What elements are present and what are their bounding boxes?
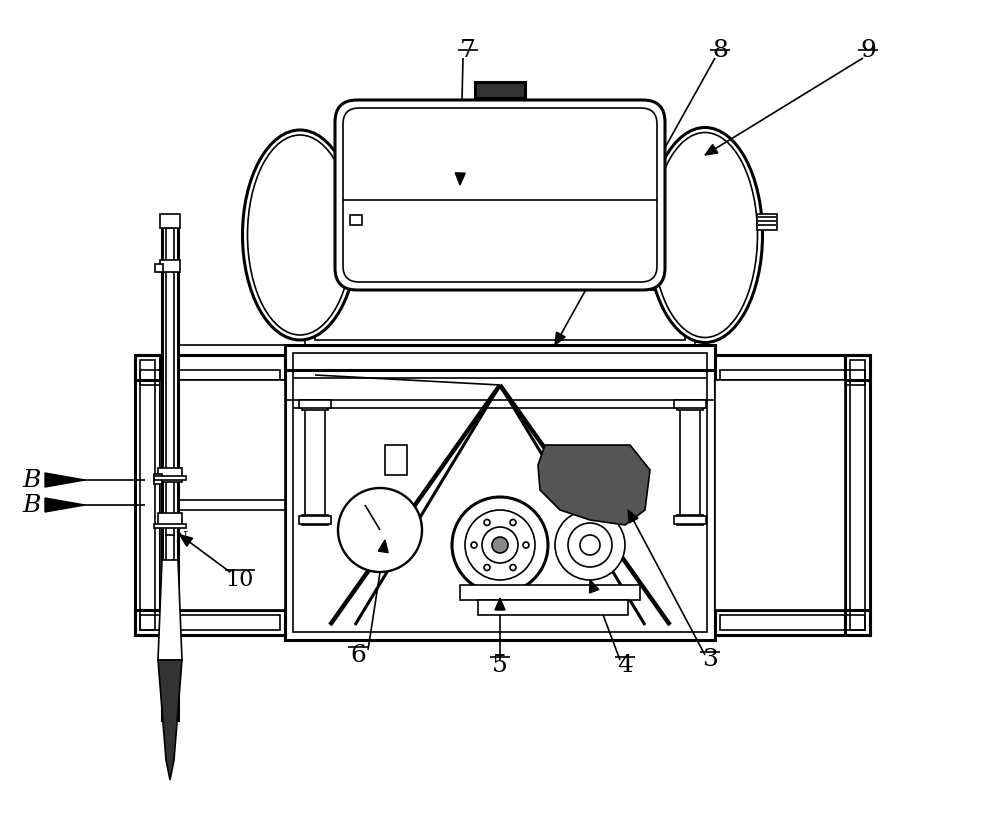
Bar <box>677 515 703 525</box>
Text: 5: 5 <box>492 654 508 676</box>
Circle shape <box>465 510 535 580</box>
Bar <box>299 516 331 524</box>
Text: 7: 7 <box>460 38 476 61</box>
Polygon shape <box>555 332 565 345</box>
Bar <box>158 513 182 527</box>
Bar <box>385 445 407 475</box>
Bar <box>154 474 162 484</box>
Text: 4: 4 <box>617 654 633 676</box>
Polygon shape <box>378 540 388 553</box>
Circle shape <box>510 519 516 526</box>
Text: 8: 8 <box>712 38 728 61</box>
Polygon shape <box>158 560 182 660</box>
Bar <box>155 264 163 272</box>
Bar <box>715 610 870 635</box>
Bar <box>154 476 186 480</box>
Bar <box>315 290 685 340</box>
Text: N: N <box>175 531 187 545</box>
Bar <box>302 400 328 410</box>
Bar <box>162 220 178 720</box>
Circle shape <box>492 537 508 553</box>
Bar <box>460 585 640 600</box>
Ellipse shape <box>648 127 763 342</box>
Bar <box>715 355 870 380</box>
Bar <box>135 355 160 635</box>
Bar <box>757 214 777 230</box>
Bar <box>302 515 328 525</box>
Bar <box>715 380 845 610</box>
FancyBboxPatch shape <box>343 108 657 282</box>
Bar <box>305 400 325 520</box>
Bar <box>285 345 715 640</box>
Polygon shape <box>45 498 85 512</box>
Bar <box>135 610 285 635</box>
Bar <box>160 260 180 272</box>
Bar <box>154 524 186 528</box>
Bar <box>475 82 525 98</box>
Bar <box>299 400 331 408</box>
Polygon shape <box>538 445 650 525</box>
Bar <box>850 360 865 630</box>
Bar <box>293 353 707 632</box>
Polygon shape <box>705 144 718 155</box>
Text: 3: 3 <box>702 649 718 672</box>
Bar <box>160 380 285 610</box>
Circle shape <box>555 510 625 580</box>
Bar <box>674 516 706 524</box>
Text: 6: 6 <box>350 644 366 667</box>
Ellipse shape <box>652 133 758 337</box>
Circle shape <box>482 527 518 563</box>
Circle shape <box>510 565 516 570</box>
FancyBboxPatch shape <box>335 100 665 290</box>
Text: B: B <box>23 494 41 517</box>
Text: 9: 9 <box>860 38 876 61</box>
Bar <box>140 370 280 385</box>
Text: 10: 10 <box>225 569 253 591</box>
Ellipse shape <box>243 130 358 340</box>
Circle shape <box>484 519 490 526</box>
Polygon shape <box>590 580 599 593</box>
Circle shape <box>338 488 422 572</box>
Polygon shape <box>455 173 465 185</box>
Bar <box>720 615 865 630</box>
Polygon shape <box>158 660 182 780</box>
Ellipse shape <box>248 135 353 335</box>
Polygon shape <box>495 598 505 610</box>
Polygon shape <box>45 473 85 487</box>
Circle shape <box>484 565 490 570</box>
Bar <box>680 400 700 520</box>
Circle shape <box>523 542 529 548</box>
Polygon shape <box>628 510 638 523</box>
Circle shape <box>580 535 600 555</box>
Bar <box>140 360 155 630</box>
Circle shape <box>471 542 477 548</box>
Bar <box>158 468 182 482</box>
Bar <box>166 228 174 718</box>
Bar <box>845 355 870 635</box>
Circle shape <box>452 497 548 593</box>
Bar <box>674 400 706 408</box>
Bar <box>305 290 695 345</box>
Bar <box>720 370 865 385</box>
Bar <box>140 615 280 630</box>
Bar <box>160 214 180 228</box>
Bar <box>677 400 703 410</box>
Bar <box>478 600 628 615</box>
Circle shape <box>568 523 612 567</box>
Text: B: B <box>23 469 41 491</box>
Polygon shape <box>180 535 193 546</box>
Bar <box>135 355 285 380</box>
Bar <box>350 215 362 225</box>
